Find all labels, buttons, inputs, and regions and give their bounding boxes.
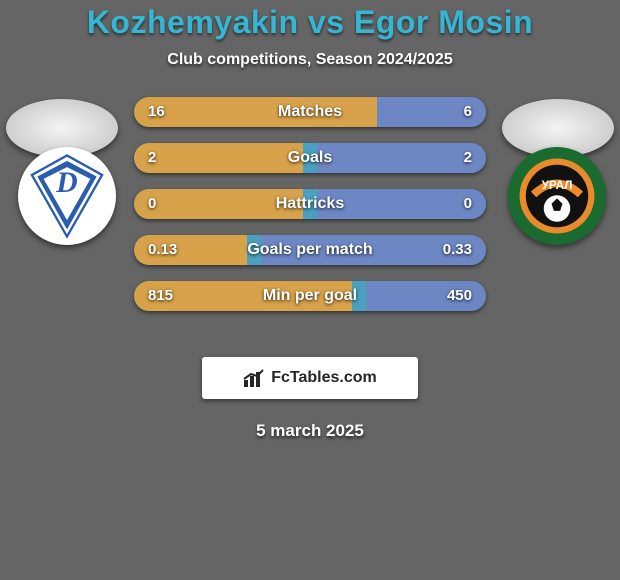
stat-label: Hattricks (134, 189, 486, 219)
comparison-arena: D УРАЛ 166Matches 22Goals 00Hattricks 0.130… (0, 97, 620, 347)
stat-label: Goals (134, 143, 486, 173)
shield-icon: D (28, 153, 106, 239)
team-crest-right: УРАЛ (508, 147, 606, 245)
comparison-card: Kozhemyakin vs Egor Mosin Club competiti… (0, 0, 620, 580)
club-badge-icon: УРАЛ (518, 157, 596, 235)
date-label: 5 march 2025 (0, 421, 620, 441)
stat-label: Goals per match (134, 235, 486, 265)
svg-text:УРАЛ: УРАЛ (542, 179, 573, 192)
stat-row: 0.130.33Goals per match (134, 235, 486, 265)
team-crest-left: D (18, 147, 116, 245)
stat-label: Matches (134, 97, 486, 127)
stat-row: 815450Min per goal (134, 281, 486, 311)
stat-row: 00Hattricks (134, 189, 486, 219)
brand-badge: FcTables.com (202, 357, 418, 399)
subtitle: Club competitions, Season 2024/2025 (0, 51, 620, 69)
svg-text:D: D (55, 167, 77, 199)
brand-text: FcTables.com (271, 369, 377, 387)
page-title: Kozhemyakin vs Egor Mosin (0, 4, 620, 41)
stat-row: 22Goals (134, 143, 486, 173)
stat-row: 166Matches (134, 97, 486, 127)
stat-label: Min per goal (134, 281, 486, 311)
chart-icon (243, 368, 265, 388)
stat-bars: 166Matches 22Goals 00Hattricks 0.130.33Goal… (134, 97, 486, 327)
